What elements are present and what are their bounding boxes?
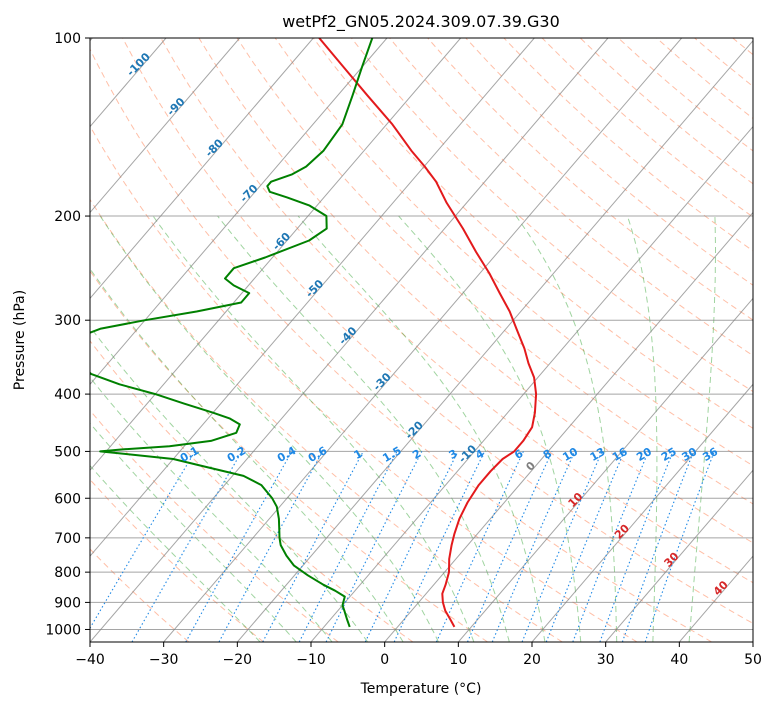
x-tick-label: −10 — [296, 652, 326, 668]
isotherm — [90, 38, 388, 386]
moist-adiabat — [688, 215, 716, 642]
isotherm — [310, 125, 753, 642]
dry-adiabat — [90, 270, 488, 642]
moist-adiabat — [152, 215, 475, 642]
isotherm — [90, 38, 535, 557]
dry-adiabat — [351, 38, 753, 393]
plot-area — [90, 38, 753, 642]
y-tick-label: 200 — [54, 209, 81, 225]
mixing-ratio-line — [644, 451, 715, 642]
mixing-ratio-line — [325, 451, 423, 642]
isotherm — [457, 297, 753, 642]
mixing-ratio-line — [466, 451, 553, 642]
dry-adiabat — [236, 38, 753, 505]
isotherm — [236, 39, 753, 642]
y-axis-label: Pressure (hPa) — [12, 290, 28, 390]
y-tick-label: 900 — [54, 595, 81, 611]
dry-adiabat — [122, 38, 753, 625]
isotherm — [163, 38, 683, 642]
mixing-ratio-line — [521, 451, 603, 642]
x-tick-label: −40 — [75, 652, 105, 668]
moist-adiabat — [90, 267, 404, 642]
temperature-profile — [318, 38, 538, 628]
moist-adiabat — [90, 464, 261, 642]
dry-adiabat — [198, 38, 753, 544]
moist-adiabat — [99, 215, 439, 642]
x-tick-label: 10 — [449, 652, 467, 668]
isotherm — [90, 38, 241, 214]
moist-adiabat — [90, 422, 297, 642]
isotherm — [605, 469, 753, 642]
dry-adiabat — [389, 38, 753, 357]
mixing-ratio-line — [298, 451, 398, 642]
x-tick-label: 20 — [523, 652, 541, 668]
y-tick-label: 100 — [54, 31, 81, 47]
y-tick-label: 800 — [54, 565, 81, 581]
y-tick-label: 1000 — [45, 622, 81, 638]
isotherm — [384, 211, 753, 642]
isotherm — [531, 383, 753, 642]
dry-adiabat — [312, 38, 753, 429]
x-tick-label: 50 — [744, 652, 762, 668]
isotherm — [752, 641, 753, 642]
x-tick-label: 40 — [670, 652, 688, 668]
mixing-ratio-line — [185, 451, 293, 642]
y-tick-label: 300 — [54, 313, 81, 329]
mixing-ratio-line — [599, 451, 674, 642]
dewpoint-profile — [90, 38, 374, 628]
moist-adiabat — [515, 215, 618, 642]
dry-adiabat — [90, 125, 638, 642]
x-axis-label: Temperature (°C) — [360, 681, 482, 697]
x-tick-label: 0 — [380, 652, 389, 668]
isotherm — [90, 38, 314, 300]
y-tick-label: 600 — [54, 491, 81, 507]
chart-title: wetPf2_GN05.2024.309.07.39.G30 — [282, 12, 560, 32]
x-tick-label: 30 — [597, 652, 615, 668]
mixing-ratio-line — [218, 451, 324, 642]
dry-adiabat — [90, 48, 712, 642]
mixing-ratio-line — [621, 451, 695, 642]
dry-adiabat — [771, 38, 775, 642]
moist-adiabat — [398, 215, 582, 642]
y-tick-label: 500 — [54, 444, 81, 460]
y-tick-label: 700 — [54, 531, 81, 547]
y-tick-label: 400 — [54, 387, 81, 403]
dry-adiabat — [90, 548, 190, 642]
isotherm — [90, 38, 462, 471]
dry-adiabat — [90, 198, 563, 642]
dry-adiabat — [90, 478, 264, 642]
x-tick-label: −30 — [149, 652, 179, 668]
dry-adiabat — [274, 38, 753, 467]
x-tick-label: −20 — [223, 652, 253, 668]
dry-adiabat — [160, 38, 753, 584]
isotherm — [90, 38, 609, 642]
mixing-ratio-line — [435, 451, 524, 642]
mixing-ratio-line — [545, 451, 625, 642]
plot-frame — [89, 37, 754, 643]
mixing-ratio-line — [572, 451, 649, 642]
moist-adiabat — [217, 215, 510, 642]
moist-adiabat — [626, 215, 658, 642]
mixing-ratio-line — [491, 451, 576, 642]
